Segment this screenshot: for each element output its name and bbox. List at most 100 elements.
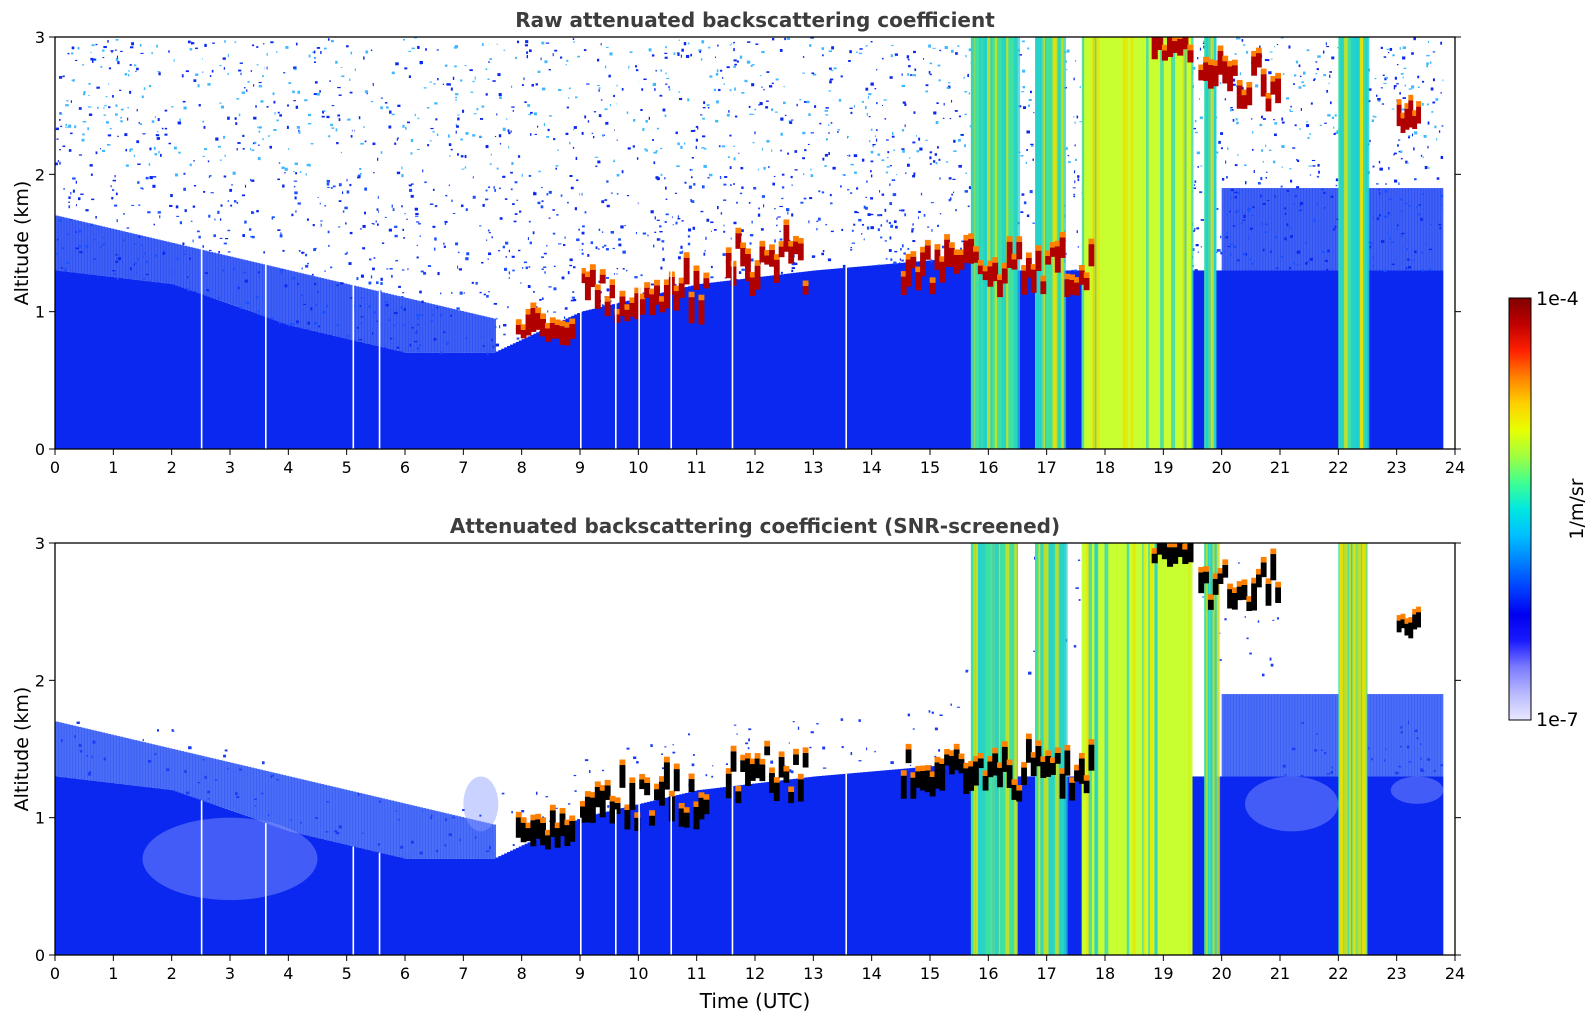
- noise-speckle: [195, 47, 198, 50]
- residual-layer-cell: [116, 229, 120, 278]
- cloud-cell: [604, 785, 611, 800]
- noise-speckle: [1432, 51, 1436, 53]
- cloud-cell: [797, 243, 804, 261]
- noise-speckle: [636, 157, 639, 160]
- noise-speckle: [247, 80, 250, 83]
- boundary-layer-cell: [664, 291, 669, 449]
- noise-speckle: [918, 137, 921, 141]
- noise-speckle: [416, 256, 419, 259]
- precipitation-streak: [1366, 37, 1369, 449]
- residual-layer-cell: [1274, 188, 1278, 271]
- noise-speckle: [108, 106, 111, 109]
- noise-speckle: [1378, 160, 1381, 164]
- noise-speckle: [411, 47, 415, 50]
- residual-layer-cell: [162, 746, 167, 790]
- noise-speckle: [1389, 47, 1393, 51]
- noise-speckle: [821, 252, 825, 256]
- noise-speckle: [78, 743, 82, 747]
- noise-speckle: [850, 192, 853, 194]
- noise-speckle: [718, 145, 721, 148]
- residual-layer-cell: [142, 742, 147, 787]
- boundary-layer-cell: [215, 299, 219, 449]
- cloud-cell: [915, 272, 922, 291]
- boundary-layer-cell: [912, 261, 917, 449]
- noise-speckle: [733, 59, 737, 62]
- cloud-cell: [589, 269, 596, 288]
- noise-speckle: [877, 264, 880, 266]
- boundary-layer-cell: [1026, 776, 1030, 955]
- cloud-cell: [982, 271, 989, 281]
- residual-layer-cell: [119, 230, 123, 279]
- x-tick-label: 11: [686, 458, 706, 477]
- cloud-cell: [693, 270, 700, 290]
- noise-speckle: [581, 225, 585, 228]
- boundary-layer-cell: [504, 347, 508, 449]
- boundary-layer-cell: [518, 340, 523, 449]
- noise-speckle: [1023, 201, 1027, 205]
- boundary-layer-cell: [571, 315, 575, 449]
- noise-speckle: [251, 44, 255, 47]
- boundary-layer-cell: [539, 836, 543, 955]
- cloud-edge: [749, 758, 756, 765]
- noise-speckle: [405, 126, 407, 130]
- boundary-layer-cell: [927, 766, 931, 955]
- noise-speckle: [140, 52, 144, 54]
- noise-speckle: [257, 271, 260, 274]
- noise-speckle: [102, 49, 105, 52]
- noise-speckle: [432, 225, 436, 228]
- noise-speckle: [359, 322, 362, 324]
- noise-speckle: [169, 204, 173, 207]
- residual-layer-cell: [87, 223, 91, 275]
- boundary-layer-cell: [1326, 776, 1331, 955]
- noise-speckle: [117, 61, 120, 65]
- noise-speckle: [690, 130, 695, 132]
- noise-speckle: [549, 115, 552, 117]
- noise-speckle: [320, 50, 322, 54]
- y-tick-label: 1: [35, 303, 45, 322]
- noise-speckle: [241, 91, 245, 94]
- residual-layer-cell: [1247, 188, 1252, 271]
- boundary-layer-cell: [571, 821, 575, 955]
- noise-speckle: [546, 136, 550, 138]
- noise-speckle: [1431, 87, 1434, 91]
- noise-speckle: [346, 335, 350, 337]
- residual-layer-cell: [113, 229, 117, 278]
- noise-speckle: [636, 761, 639, 764]
- cloud-edge: [549, 804, 556, 811]
- residual-layer-cell: [1425, 188, 1430, 271]
- boundary-layer-cell: [300, 328, 304, 449]
- boundary-layer-cell: [1070, 776, 1074, 955]
- noise-speckle: [508, 271, 511, 275]
- noise-speckle: [230, 184, 234, 186]
- noise-speckle: [1261, 222, 1263, 225]
- noise-speckle: [372, 267, 375, 271]
- boundary-layer-cell: [830, 268, 835, 449]
- noise-speckle: [555, 167, 557, 170]
- noise-speckle: [1399, 198, 1403, 201]
- cloud-edge: [1400, 112, 1406, 119]
- noise-speckle: [1314, 749, 1318, 752]
- noise-speckle: [960, 134, 964, 136]
- residual-layer-cell: [189, 753, 193, 797]
- noise-speckle: [239, 306, 243, 310]
- cloud-edge: [1231, 587, 1238, 593]
- residual-layer-cell: [1239, 188, 1243, 271]
- noise-speckle: [1231, 78, 1236, 82]
- noise-speckle: [1296, 264, 1299, 266]
- noise-speckle: [958, 164, 962, 168]
- boundary-layer-cell: [375, 346, 380, 449]
- noise-speckle: [87, 106, 92, 108]
- noise-speckle: [1026, 130, 1030, 134]
- boundary-layer-cell: [851, 773, 855, 955]
- residual-layer-cell: [1300, 694, 1304, 777]
- residual-layer-cell: [1253, 188, 1258, 271]
- noise-speckle: [851, 242, 856, 244]
- residual-layer-cell: [1227, 694, 1232, 777]
- residual-layer-cell: [247, 766, 252, 817]
- noise-speckle: [1262, 118, 1266, 120]
- noise-speckle: [837, 131, 839, 133]
- noise-speckle: [79, 251, 83, 254]
- noise-speckle: [427, 265, 432, 267]
- residual-layer-cell: [364, 288, 368, 344]
- noise-speckle: [665, 83, 668, 85]
